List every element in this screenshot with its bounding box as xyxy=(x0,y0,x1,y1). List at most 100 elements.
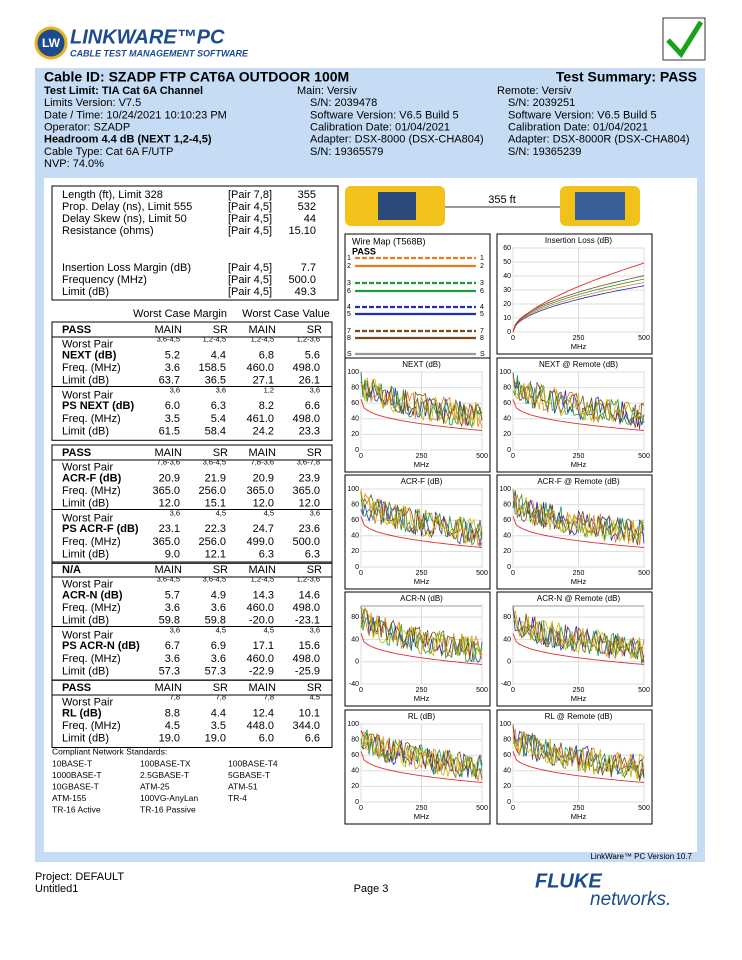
x-tick-label: 0 xyxy=(511,687,515,694)
cell-value: 36.5 xyxy=(205,375,226,387)
pin-left: S xyxy=(347,351,352,358)
plot-box xyxy=(496,709,653,825)
y-tick-label: 30 xyxy=(503,287,511,294)
cell-value: 5.4 xyxy=(211,413,226,425)
worst-pair: 7,8 xyxy=(264,693,274,702)
x-tick-label: 500 xyxy=(476,805,488,812)
pin-left: 7 xyxy=(347,328,351,335)
standard: 5GBASE-T xyxy=(228,770,270,780)
cell-value: 12.0 xyxy=(159,498,180,510)
standard: ATM-155 xyxy=(52,793,87,803)
row-label: Limit (dB) xyxy=(62,549,109,561)
test-summary: Test Summary: PASS xyxy=(556,69,697,85)
standard: ATM-25 xyxy=(140,781,170,791)
worst-pair: 1,2-3,6 xyxy=(297,335,320,344)
row-label: Worst Pair xyxy=(62,579,113,591)
plot-title: ACR-N @ Remote (dB) xyxy=(537,594,621,603)
cell-value: 15.1 xyxy=(205,498,226,510)
trace xyxy=(512,376,645,423)
plot-title: ACR-F (dB) xyxy=(401,477,443,486)
length-label: 355 ft xyxy=(488,194,516,206)
cell-value: 12.0 xyxy=(253,498,274,510)
worst-pair: 7,8 xyxy=(216,693,226,702)
y-tick-label: 40 xyxy=(503,636,511,643)
y-tick-label: 60 xyxy=(351,400,359,407)
limit-line xyxy=(512,633,645,665)
pin-left: 6 xyxy=(347,288,351,295)
logo-subtitle: CABLE TEST MANAGEMENT SOFTWARE xyxy=(70,48,249,58)
measure-label: Limit (dB) xyxy=(62,286,109,298)
y-tick-label: 0 xyxy=(355,659,359,666)
cell-value: 63.7 xyxy=(159,375,180,387)
standard: 10GBASE-T xyxy=(52,781,99,791)
cell-value: 4.4 xyxy=(211,707,226,719)
cell-value: 3.6 xyxy=(165,653,180,665)
worst-pair: 4,5 xyxy=(216,508,226,517)
plot-title: NEXT (dB) xyxy=(402,360,441,369)
cell-value: 58.4 xyxy=(205,426,226,438)
cell-value: 21.9 xyxy=(205,472,226,484)
x-tick-label: 0 xyxy=(511,570,515,577)
cell-value: -22.9 xyxy=(249,666,274,678)
logo-title: LINKWARE™PC xyxy=(70,26,225,48)
measure-value: 7.7 xyxy=(301,262,316,274)
trace xyxy=(360,731,483,778)
summary-line: Limits Version: V7.5 xyxy=(44,97,141,109)
plot-box xyxy=(496,233,653,355)
measure-value: 44 xyxy=(304,213,316,225)
row-label: Worst Pair xyxy=(62,389,113,401)
cell-value: 14.3 xyxy=(253,589,274,601)
cell-value: 4.5 xyxy=(165,720,180,732)
y-tick-label: 100 xyxy=(347,369,359,376)
worst-pair: 7,8 xyxy=(170,693,180,702)
cell-value: 158.5 xyxy=(198,362,226,374)
measure-value: 500.0 xyxy=(288,274,316,286)
measure-pair: [Pair 4,5] xyxy=(228,286,272,298)
y-tick-label: 80 xyxy=(351,384,359,391)
cell-value: 6.0 xyxy=(165,400,180,412)
main-line: Software Version: V6.5 Build 5 xyxy=(310,109,459,121)
table-column: MAIN xyxy=(249,564,277,576)
pin-left: 8 xyxy=(347,335,351,342)
trace xyxy=(512,607,645,664)
cell-value: 500.0 xyxy=(292,536,320,548)
y-tick-label: 0 xyxy=(355,564,359,571)
table-column: MAIN xyxy=(249,324,277,336)
measure-pair: [Pair 7,8] xyxy=(228,189,272,201)
margin-header: Worst Case Margin xyxy=(133,308,227,320)
y-tick-label: 60 xyxy=(503,245,511,252)
worst-pair: 1,2 xyxy=(264,385,274,394)
x-axis-label: MHz xyxy=(571,342,587,351)
table-column: MAIN xyxy=(249,447,277,459)
cell-value: 461.0 xyxy=(246,413,274,425)
row-label: Freq. (MHz) xyxy=(62,362,121,374)
y-tick-label: 100 xyxy=(347,486,359,493)
remote-device-panel xyxy=(575,192,625,220)
worst-pair: 3,6-4,5 xyxy=(157,335,180,344)
summary-line: Test Limit: TIA Cat 6A Channel xyxy=(44,85,203,97)
trace xyxy=(512,493,645,543)
x-tick-label: 250 xyxy=(573,335,585,342)
plot-title: Insertion Loss (dB) xyxy=(545,236,612,245)
trace xyxy=(360,607,483,659)
cell-value: 8.8 xyxy=(165,707,180,719)
measurement-box xyxy=(51,185,339,301)
x-axis-label: MHz xyxy=(571,460,587,469)
brand-bottom: networks. xyxy=(590,889,671,910)
trace xyxy=(512,278,645,333)
y-tick-label: 80 xyxy=(351,736,359,743)
trace xyxy=(512,380,645,430)
worst-pair: 3,6-7,8 xyxy=(297,458,320,467)
cell-value: 57.3 xyxy=(159,666,180,678)
y-tick-label: 40 xyxy=(503,533,511,540)
file: Untitled1 xyxy=(35,883,78,895)
pass-check xyxy=(666,20,704,59)
worst-pair: 3,6 xyxy=(310,508,320,517)
cell-value: 5.6 xyxy=(305,349,320,361)
worst-pair: 1,2-4,5 xyxy=(203,335,226,344)
cell-value: 498.0 xyxy=(292,362,320,374)
limit-line xyxy=(360,751,483,783)
cell-value: 4.4 xyxy=(211,349,226,361)
summary-line: NVP: 74.0% xyxy=(44,158,104,170)
trace xyxy=(512,282,645,333)
